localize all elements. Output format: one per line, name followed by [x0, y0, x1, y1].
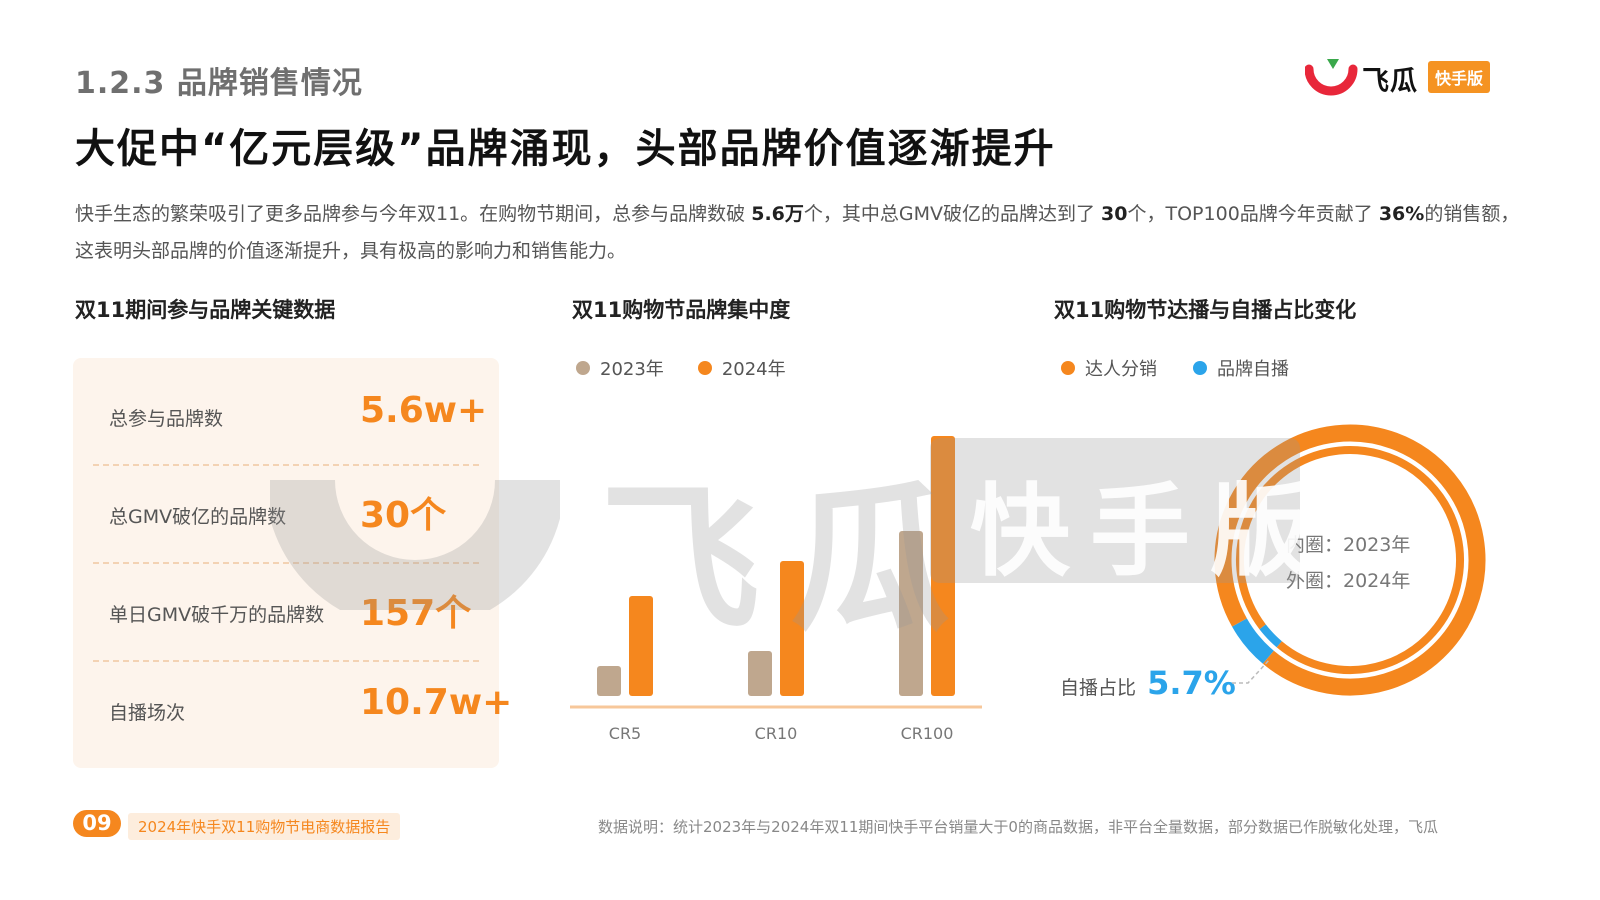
- stat-value: 5.6w+: [360, 390, 488, 431]
- x-tick-label: CR5: [609, 724, 641, 743]
- donut-legend: 达人分销 品牌自播: [1061, 355, 1289, 381]
- stat-label: 总参与品牌数: [109, 408, 224, 430]
- stat-value: 10.7w+: [360, 682, 513, 723]
- intro-text: 个，其中总GMV破亿的品牌达到了: [803, 203, 1102, 225]
- brand-logo: 飞瓜 快手版: [1304, 55, 1505, 100]
- stat-row: 单日GMV破千万的品牌数 157个: [73, 562, 499, 660]
- intro-highlight: 36%: [1378, 203, 1425, 225]
- key-data-card: 总参与品牌数 5.6w+ 总GMV破亿的品牌数 30个 单日GMV破千万的品牌数…: [73, 358, 512, 768]
- report-name: 2024年快手双11购物节电商数据报告: [128, 813, 401, 840]
- bar-legend: 2023年 2024年: [576, 355, 786, 381]
- stat-value: 30个: [360, 495, 447, 536]
- legend-swatch-self: [1193, 361, 1207, 375]
- intro-text: 快手生态的繁荣吸引了更多品牌参与今年双11。在购物节期间，总参与品牌数破: [75, 203, 752, 225]
- bar-CR100-2024年: [931, 436, 955, 696]
- self-share-annotation: 自播占比 5.7%: [1060, 664, 1236, 702]
- logo-icon: [1304, 59, 1358, 96]
- divider: [93, 660, 479, 662]
- stat-label: 单日GMV破千万的品牌数: [109, 604, 325, 626]
- divider: [93, 464, 479, 466]
- annotation-leader: [1232, 658, 1271, 684]
- bar-chart: CR5 CR10 CR100: [570, 436, 982, 743]
- legend-label: 达人分销: [1085, 359, 1157, 380]
- intro-text: 个，TOP100品牌今年贡献了: [1127, 203, 1379, 225]
- donut-slice-2023年-达人分销: [1236, 446, 1464, 674]
- legend-label: 品牌自播: [1217, 359, 1289, 380]
- stat-label: 总GMV破亿的品牌数: [109, 506, 287, 528]
- legend-swatch-kol: [1061, 361, 1075, 375]
- intro-highlight: 30: [1101, 203, 1128, 225]
- x-tick-label: CR10: [755, 724, 798, 743]
- logo-text: 飞瓜: [1362, 66, 1418, 97]
- stat-row: 总GMV破亿的品牌数 30个: [73, 464, 499, 562]
- bar-CR5-2023年: [597, 666, 621, 696]
- page-number: 09: [73, 810, 121, 837]
- intro-text: 的销售额，这表明头部品牌的价值逐渐提升，具有极高的影响力和销售能力。: [75, 203, 1520, 262]
- key-data-title: 双11期间参与品牌关键数据: [75, 298, 336, 322]
- legend-label: 2023年: [600, 359, 664, 380]
- bar-CR100-2023年: [899, 531, 923, 696]
- legend-swatch-2024: [697, 361, 712, 375]
- bar-CR5-2024年: [629, 596, 653, 696]
- bar-CR10-2024年: [780, 561, 804, 696]
- stat-row: 自播场次 10.7w+: [73, 660, 512, 758]
- concentration-title: 双11购物节品牌集中度: [572, 298, 791, 322]
- outer-ring-note: 外圈：2024年: [1286, 570, 1411, 592]
- stat-value: 157个: [360, 593, 472, 634]
- donut-slice-2023年-品牌自播: [1259, 624, 1282, 648]
- stat-label: 自播场次: [109, 702, 186, 724]
- legend-swatch-2023: [576, 361, 590, 375]
- donut-slice-2024年-品牌自播: [1232, 618, 1275, 664]
- intro-highlight: 5.6万: [751, 203, 804, 225]
- inner-ring-note: 内圈：2023年: [1286, 534, 1411, 556]
- data-note: 数据说明：统计2023年与2024年双11期间快手平台销量大于0的商品数据，非平…: [598, 818, 1438, 836]
- intro-paragraph: 快手生态的繁荣吸引了更多品牌参与今年双11。在购物节期间，总参与品牌数破 5.6…: [75, 196, 1525, 270]
- stat-row: 总参与品牌数 5.6w+: [73, 366, 499, 464]
- self-share-label: 自播占比: [1060, 677, 1137, 699]
- x-tick-label: CR100: [901, 724, 954, 743]
- divider: [93, 562, 479, 564]
- legend-label: 2024年: [721, 359, 786, 380]
- self-share-value: 5.7%: [1147, 664, 1236, 702]
- donut-slice-2024年-达人分销: [1214, 424, 1486, 696]
- donut-chart: [1214, 424, 1486, 696]
- section-title: 1.2.3 品牌销售情况: [75, 66, 363, 101]
- page-title: 大促中“亿元层级”品牌涌现，头部品牌价值逐渐提升: [75, 126, 1056, 172]
- logo-badge: 快手版: [1428, 61, 1491, 93]
- share-title: 双11购物节达播与自播占比变化: [1054, 298, 1357, 322]
- bar-CR10-2023年: [748, 651, 772, 696]
